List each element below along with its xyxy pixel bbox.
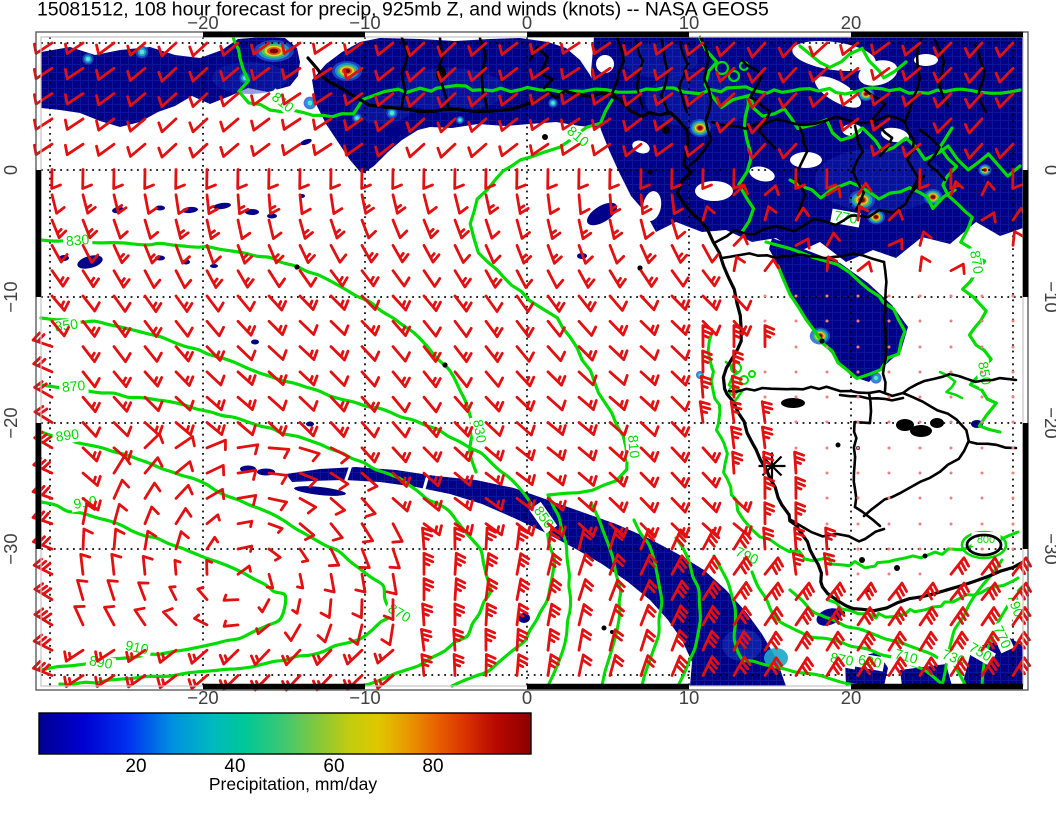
svg-text:−20: −20: [187, 12, 218, 33]
svg-text:890: 890: [55, 425, 81, 444]
svg-text:890: 890: [88, 652, 114, 672]
svg-text:−20: −20: [1041, 407, 1056, 438]
svg-text:710: 710: [893, 645, 920, 667]
svg-text:0: 0: [522, 687, 532, 708]
svg-text:−20: −20: [0, 407, 21, 438]
svg-text:80: 80: [422, 756, 443, 777]
svg-text:810: 810: [625, 434, 643, 459]
svg-text:20: 20: [841, 687, 862, 708]
svg-text:−30: −30: [0, 533, 21, 564]
svg-text:Precipitation, mm/day: Precipitation, mm/day: [209, 774, 378, 794]
svg-text:−10: −10: [0, 281, 21, 312]
svg-text:−10: −10: [349, 12, 380, 33]
svg-text:10: 10: [679, 12, 700, 33]
svg-text:−10: −10: [349, 687, 380, 708]
svg-text:−20: −20: [187, 687, 218, 708]
svg-text:40: 40: [224, 756, 245, 777]
svg-text:20: 20: [125, 756, 146, 777]
svg-text:0: 0: [0, 165, 21, 175]
svg-text:15081512, 108 hour forecast fo: 15081512, 108 hour forecast for precip, …: [37, 0, 769, 21]
svg-text:870: 870: [967, 249, 987, 275]
svg-text:−30: −30: [1041, 533, 1056, 564]
svg-text:830: 830: [65, 231, 90, 249]
svg-text:0: 0: [1041, 165, 1056, 175]
svg-text:10: 10: [679, 687, 700, 708]
svg-text:−10: −10: [1041, 281, 1056, 312]
svg-text:0: 0: [522, 12, 532, 33]
svg-text:870: 870: [61, 377, 86, 395]
svg-text:830: 830: [470, 418, 490, 444]
svg-text:20: 20: [841, 12, 862, 33]
svg-text:60: 60: [323, 756, 344, 777]
